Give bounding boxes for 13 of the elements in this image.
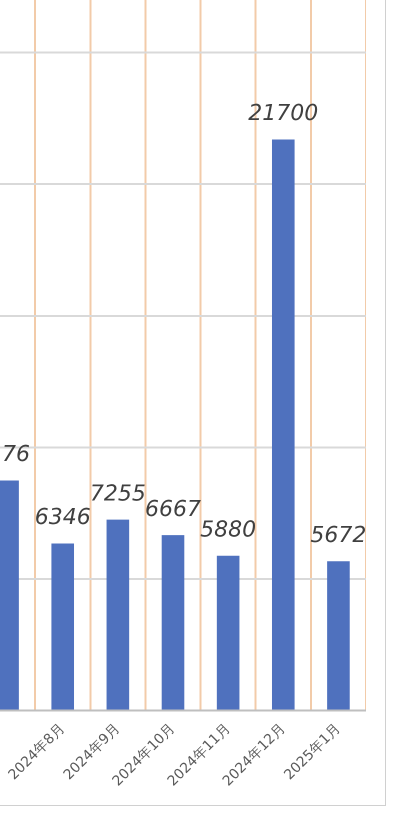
bar: [216, 556, 240, 710]
bar: [162, 535, 184, 710]
annotation: 76: [2, 442, 30, 468]
data-label: 5672: [310, 522, 366, 548]
data-label: 6346: [34, 505, 91, 530]
data-label: 7255: [90, 481, 146, 506]
bar: [106, 520, 130, 710]
data-label: 6667: [145, 496, 201, 522]
data-label: 5880: [200, 518, 256, 543]
bar: [272, 139, 295, 710]
data-label: 21700: [248, 101, 318, 126]
bar: [51, 544, 74, 710]
bar: [327, 561, 350, 710]
